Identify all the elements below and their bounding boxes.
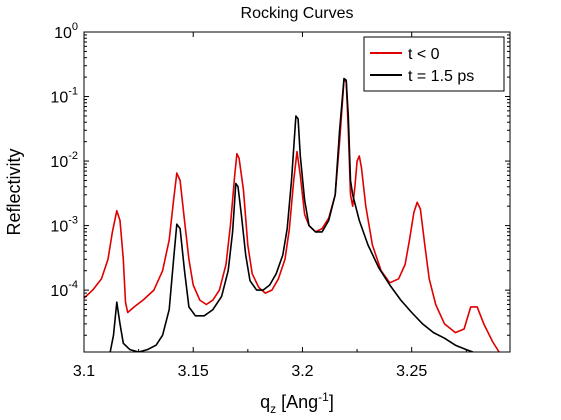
legend-label-0: t < 0 (408, 46, 440, 63)
y-tick-label: 10-4 (50, 279, 78, 300)
series-layer (84, 79, 499, 353)
y-tick-label: 10-2 (50, 150, 78, 171)
series-line-0 (84, 80, 499, 352)
chart-title: Rocking Curves (241, 5, 354, 22)
legend: t < 0 t = 1.5 ps (364, 37, 504, 91)
y-tick-label: 10-1 (50, 86, 78, 107)
x-tick-label: 3.15 (178, 363, 209, 380)
y-tick-label: 10-3 (50, 215, 78, 236)
legend-label-1: t = 1.5 ps (408, 68, 474, 85)
x-tick-label: 3.1 (73, 363, 95, 380)
x-tick-label: 3.2 (291, 363, 313, 380)
series-line-1 (110, 79, 473, 353)
y-tick-label: 100 (54, 21, 78, 42)
x-axis-label: qz [Ang-1] (260, 390, 334, 416)
y-axis-label: Reflectivity (4, 148, 24, 235)
x-tick-label: 3.25 (396, 363, 427, 380)
